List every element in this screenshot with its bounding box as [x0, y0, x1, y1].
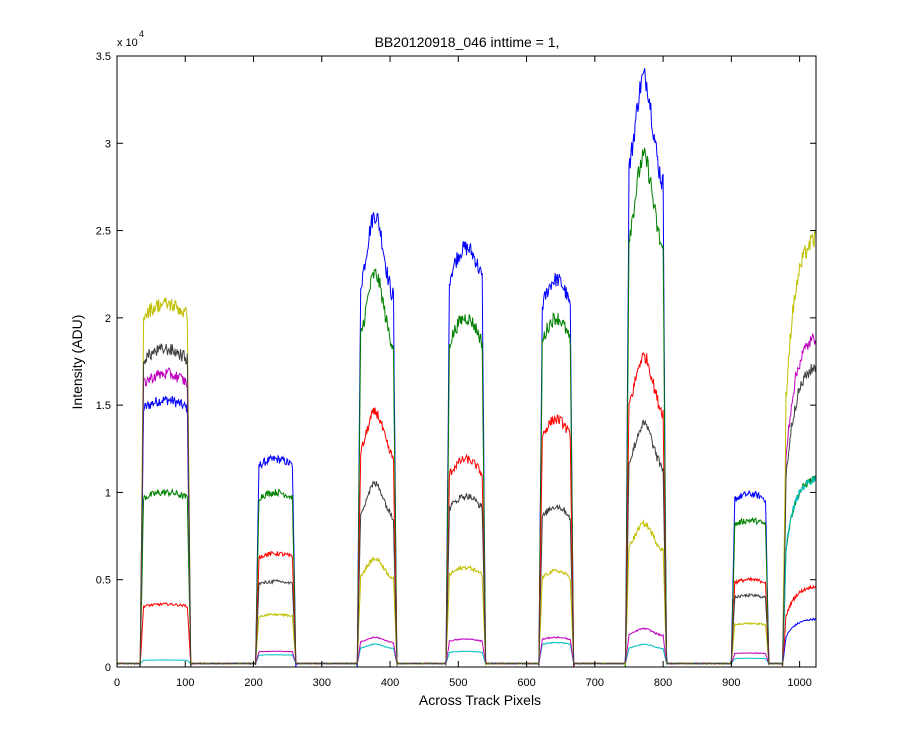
- plot-area: [116, 68, 817, 668]
- plot-frame: [116, 55, 817, 668]
- y-tick-label: 3: [105, 138, 111, 150]
- x-tick-label: 700: [586, 677, 604, 689]
- x-tick-label: 1000: [787, 677, 811, 689]
- x-tick-label: 200: [244, 677, 262, 689]
- chart-title: BB20120918_046 inttime = 1,: [375, 34, 560, 50]
- y-tick-label: 0.5: [96, 575, 111, 587]
- y-tick-label: 3.5: [96, 51, 111, 63]
- x-tick-label: 600: [517, 677, 535, 689]
- y-tick-label: 1.5: [96, 400, 111, 412]
- y-tick-label: 2.5: [96, 226, 111, 238]
- x-axis-title: Across Track Pixels: [419, 692, 541, 708]
- x-tick-label: 800: [654, 677, 672, 689]
- series-line-7: [116, 343, 817, 668]
- x-tick-label: 100: [176, 677, 194, 689]
- x-tick-label: 300: [313, 677, 331, 689]
- y-tick-label: 2: [105, 313, 111, 325]
- axes: 0 100 200 300 400 500 600 700 800 900 1000 0 0.5 1 1.5…: [96, 51, 817, 689]
- y-axis-title: Intensity (ADU): [69, 315, 85, 410]
- y-multiplier-base: x 10: [117, 37, 138, 49]
- y-multiplier-exponent: 4: [139, 29, 144, 39]
- y-tick-label: 0: [105, 662, 111, 674]
- x-tick-label: 0: [114, 677, 120, 689]
- x-tick-label: 500: [449, 677, 467, 689]
- x-tick-label: 900: [722, 677, 740, 689]
- x-tick-label: 400: [381, 677, 399, 689]
- y-tick-label: 1: [105, 487, 111, 499]
